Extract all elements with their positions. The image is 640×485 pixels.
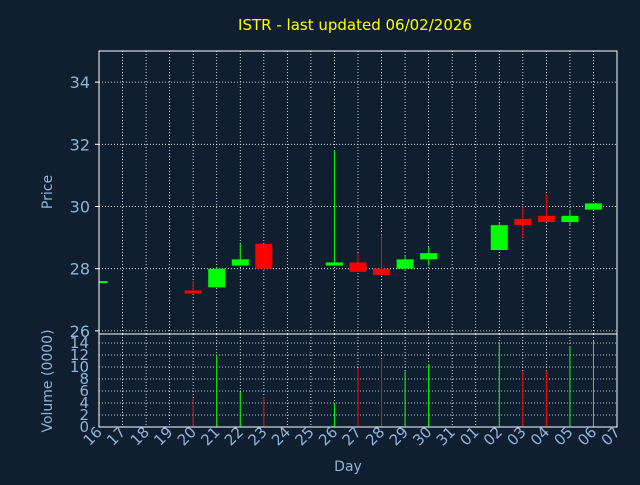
price-gridlines [98,51,618,334]
candle-body [584,203,602,210]
candle-body [514,218,532,226]
volume-y-tick-label: 6 [79,382,89,400]
x-axis-label: Day [334,459,362,475]
volume-y-tick-label: 12 [70,346,89,364]
price-candles [99,150,602,294]
candle-body [325,262,343,266]
candle-body [255,243,273,269]
volume-y-tick-label: 10 [70,358,89,376]
candle-body [373,268,391,275]
volume-y-tick-label: 0 [79,418,89,436]
volume-y-tick-label: 4 [79,394,89,412]
candle-body [396,259,414,269]
candle-body [184,290,202,294]
volume-panel-frame [98,333,618,428]
candle-body [208,268,226,288]
price-y-tick-label: 28 [70,260,90,279]
volume-y-tick-label: 2 [79,406,89,424]
price-y-tick-label: 32 [70,135,90,154]
candle-body [490,225,508,251]
candle-body [537,215,555,223]
price-axis-label: Price [40,175,56,209]
volume-y-tick-label: 8 [79,370,89,388]
chart-title: ISTR - last updated 06/02/2026 [238,16,472,34]
candle-body [420,253,438,260]
price-y-tick-label: 30 [70,197,90,216]
price-y-tick-label: 26 [70,322,90,341]
volume-bars [192,340,594,427]
candle-body [99,281,108,284]
volume-y-tick-label: 14 [70,334,89,352]
price-y-tick-labels: 26 28 30 32 34 [70,73,99,341]
candle-body [561,215,579,223]
candle-body [231,259,249,266]
volume-axis-label: Volume (0000) [40,329,56,432]
price-y-tick-label: 34 [70,73,90,92]
candle-body [349,262,367,272]
x-axis-tick-labels: 1617181920212223242526272829303101020304… [80,423,624,449]
